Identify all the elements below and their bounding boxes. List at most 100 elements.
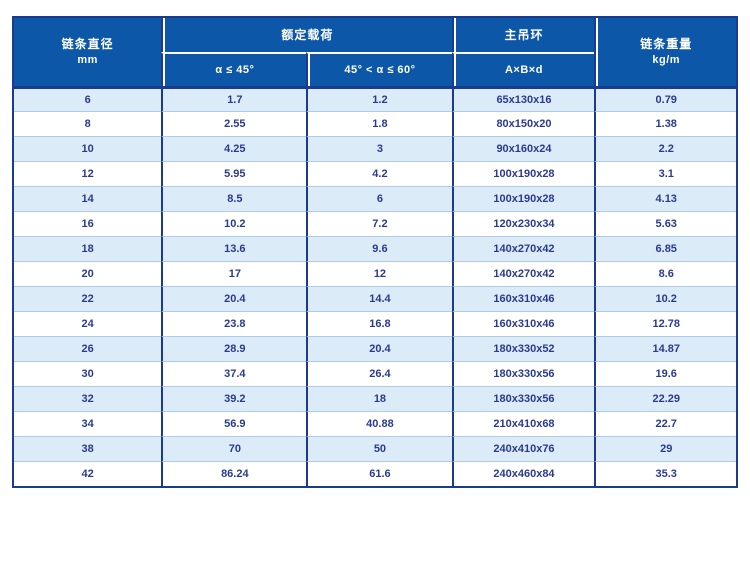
table-row: 18 13.6 9.6 140x270x42 6.85 <box>14 236 736 261</box>
cell-load-45-60: 40.88 <box>306 411 452 436</box>
cell-load-le-45: 1.7 <box>161 86 307 111</box>
cell-load-45-60: 16.8 <box>306 311 452 336</box>
cell-chain-weight: 14.87 <box>594 336 736 361</box>
cell-diameter: 14 <box>14 186 162 211</box>
cell-chain-weight: 5.63 <box>594 211 736 236</box>
cell-load-le-45: 86.24 <box>161 461 307 486</box>
cell-diameter: 22 <box>14 286 162 311</box>
table-row: 8 2.55 1.8 80x150x20 1.38 <box>14 111 736 136</box>
table-body: 6 1.7 1.2 65x130x16 0.79 8 2.55 1.8 80x1… <box>14 86 736 486</box>
table-row: 22 20.4 14.4 160x310x46 10.2 <box>14 286 736 311</box>
cell-ring-dims: 65x130x16 <box>451 86 595 111</box>
cell-ring-dims: 100x190x28 <box>451 161 595 186</box>
cell-ring-dims: 180x330x52 <box>451 336 595 361</box>
cell-ring-dims: 210x410x68 <box>451 411 595 436</box>
cell-ring-dims: 100x190x28 <box>451 186 595 211</box>
cell-load-le-45: 37.4 <box>161 361 307 386</box>
cell-load-le-45: 28.9 <box>161 336 307 361</box>
cell-load-le-45: 5.95 <box>161 161 307 186</box>
table-row: 10 4.25 3 90x160x24 2.2 <box>14 136 736 161</box>
cell-load-45-60: 3 <box>306 136 452 161</box>
cell-chain-weight: 29 <box>594 436 736 461</box>
cell-diameter: 8 <box>14 111 162 136</box>
cell-chain-weight: 22.29 <box>594 386 736 411</box>
cell-load-le-45: 4.25 <box>161 136 307 161</box>
header-chain-weight: 链条重量 kg/m <box>594 18 736 86</box>
cell-chain-weight: 0.79 <box>594 86 736 111</box>
cell-load-45-60: 4.2 <box>306 161 452 186</box>
cell-load-le-45: 13.6 <box>161 236 307 261</box>
cell-chain-weight: 8.6 <box>594 261 736 286</box>
cell-load-le-45: 70 <box>161 436 307 461</box>
cell-chain-weight: 2.2 <box>594 136 736 161</box>
cell-load-le-45: 10.2 <box>161 211 307 236</box>
cell-ring-dims: 240x460x84 <box>451 461 595 486</box>
cell-load-45-60: 6 <box>306 186 452 211</box>
cell-ring-dims: 80x150x20 <box>451 111 595 136</box>
cell-diameter: 10 <box>14 136 162 161</box>
header-row-subcolumns: α ≤ 45° 45° < α ≤ 60° A×B×d <box>14 52 736 86</box>
cell-diameter: 32 <box>14 386 162 411</box>
table-row: 38 70 50 240x410x76 29 <box>14 436 736 461</box>
cell-ring-dims: 180x330x56 <box>451 361 595 386</box>
cell-load-le-45: 39.2 <box>161 386 307 411</box>
cell-diameter: 24 <box>14 311 162 336</box>
cell-chain-weight: 1.38 <box>594 111 736 136</box>
chain-spec-table: 链条直径 mm 额定载荷 主吊环 链条重量 kg/m α ≤ 45° 45° <… <box>12 16 738 488</box>
header-chain-diameter-unit: mm <box>77 53 98 66</box>
cell-chain-weight: 3.1 <box>594 161 736 186</box>
page: 链条直径 mm 额定载荷 主吊环 链条重量 kg/m α ≤ 45° 45° <… <box>0 16 750 585</box>
cell-chain-weight: 4.13 <box>594 186 736 211</box>
cell-load-le-45: 20.4 <box>161 286 307 311</box>
cell-load-45-60: 26.4 <box>306 361 452 386</box>
header-ring-dims: A×B×d <box>451 52 595 86</box>
cell-diameter: 18 <box>14 236 162 261</box>
table-row: 26 28.9 20.4 180x330x52 14.87 <box>14 336 736 361</box>
cell-load-45-60: 14.4 <box>306 286 452 311</box>
cell-ring-dims: 90x160x24 <box>451 136 595 161</box>
header-rated-load: 额定载荷 <box>161 18 452 52</box>
table-row: 32 39.2 18 180x330x56 22.29 <box>14 386 736 411</box>
table-row: 6 1.7 1.2 65x130x16 0.79 <box>14 86 736 111</box>
cell-load-45-60: 12 <box>306 261 452 286</box>
header-row-groups: 链条直径 mm 额定载荷 主吊环 链条重量 kg/m <box>14 18 736 86</box>
cell-load-45-60: 7.2 <box>306 211 452 236</box>
table-row: 16 10.2 7.2 120x230x34 5.63 <box>14 211 736 236</box>
cell-load-45-60: 61.6 <box>306 461 452 486</box>
cell-chain-weight: 6.85 <box>594 236 736 261</box>
cell-diameter: 12 <box>14 161 162 186</box>
table-row: 12 5.95 4.2 100x190x28 3.1 <box>14 161 736 186</box>
cell-chain-weight: 19.6 <box>594 361 736 386</box>
cell-diameter: 16 <box>14 211 162 236</box>
cell-diameter: 26 <box>14 336 162 361</box>
cell-ring-dims: 140x270x42 <box>451 236 595 261</box>
cell-ring-dims: 140x270x42 <box>451 261 595 286</box>
cell-load-le-45: 17 <box>161 261 307 286</box>
cell-load-le-45: 23.8 <box>161 311 307 336</box>
table-row: 42 86.24 61.6 240x460x84 35.3 <box>14 461 736 486</box>
cell-load-45-60: 18 <box>306 386 452 411</box>
cell-diameter: 30 <box>14 361 162 386</box>
cell-chain-weight: 10.2 <box>594 286 736 311</box>
cell-diameter: 34 <box>14 411 162 436</box>
cell-chain-weight: 12.78 <box>594 311 736 336</box>
header-chain-weight-label: 链条重量 <box>640 37 693 52</box>
cell-ring-dims: 160x310x46 <box>451 311 595 336</box>
header-chain-diameter-label: 链条直径 <box>61 37 114 52</box>
cell-load-le-45: 2.55 <box>161 111 307 136</box>
cell-chain-weight: 35.3 <box>594 461 736 486</box>
cell-load-45-60: 1.8 <box>306 111 452 136</box>
header-alpha-le-45: α ≤ 45° <box>161 52 307 86</box>
cell-diameter: 6 <box>14 86 162 111</box>
table-row: 34 56.9 40.88 210x410x68 22.7 <box>14 411 736 436</box>
table-row: 14 8.5 6 100x190x28 4.13 <box>14 186 736 211</box>
cell-ring-dims: 160x310x46 <box>451 286 595 311</box>
cell-load-45-60: 1.2 <box>306 86 452 111</box>
cell-diameter: 42 <box>14 461 162 486</box>
header-chain-weight-unit: kg/m <box>652 53 681 66</box>
table-row: 24 23.8 16.8 160x310x46 12.78 <box>14 311 736 336</box>
table-row: 30 37.4 26.4 180x330x56 19.6 <box>14 361 736 386</box>
table-header: 链条直径 mm 额定载荷 主吊环 链条重量 kg/m α ≤ 45° 45° <… <box>14 18 736 86</box>
header-main-ring: 主吊环 <box>451 18 595 52</box>
cell-ring-dims: 180x330x56 <box>451 386 595 411</box>
